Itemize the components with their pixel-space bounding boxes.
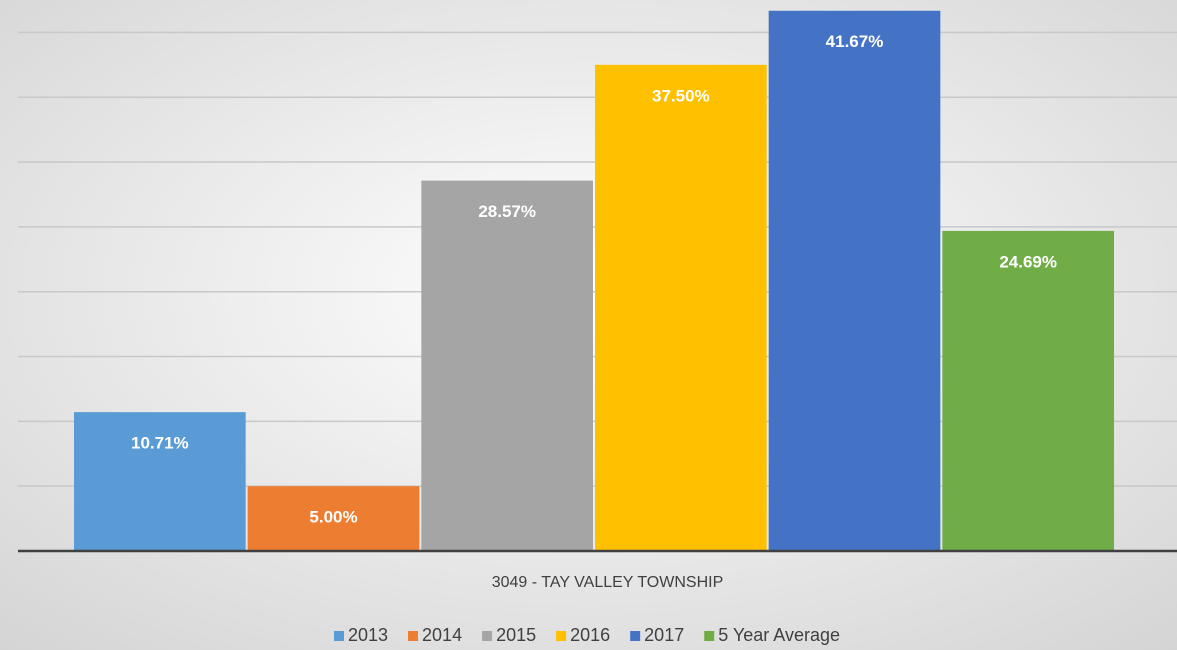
bar (74, 412, 246, 551)
legend-label: 2016 (570, 625, 610, 645)
bar (421, 180, 593, 551)
bar (942, 230, 1114, 551)
legend-label: 2013 (348, 625, 388, 645)
legend-swatch (630, 631, 641, 641)
data-label: 5.00% (309, 508, 357, 527)
data-label: 24.69% (999, 252, 1057, 271)
legend-label: 5 Year Average (718, 625, 840, 645)
bar (768, 10, 941, 552)
data-label: 28.57% (478, 202, 536, 221)
data-label: 41.67% (826, 32, 884, 51)
legend-swatch (704, 631, 715, 641)
legend-swatch (333, 631, 344, 641)
legend-label: 2015 (496, 625, 536, 645)
legend-swatch (556, 631, 567, 641)
data-label: 10.71% (131, 434, 189, 453)
legend-label: 2017 (644, 625, 684, 645)
bar (247, 486, 420, 551)
legend-label: 2014 (422, 625, 462, 645)
legend-swatch (482, 631, 493, 641)
data-label: 37.50% (652, 86, 710, 105)
x-tick-label: 3049 - TAY VALLEY TOWNSHIP (492, 574, 724, 591)
bar (595, 64, 767, 551)
legend-swatch (408, 631, 419, 641)
